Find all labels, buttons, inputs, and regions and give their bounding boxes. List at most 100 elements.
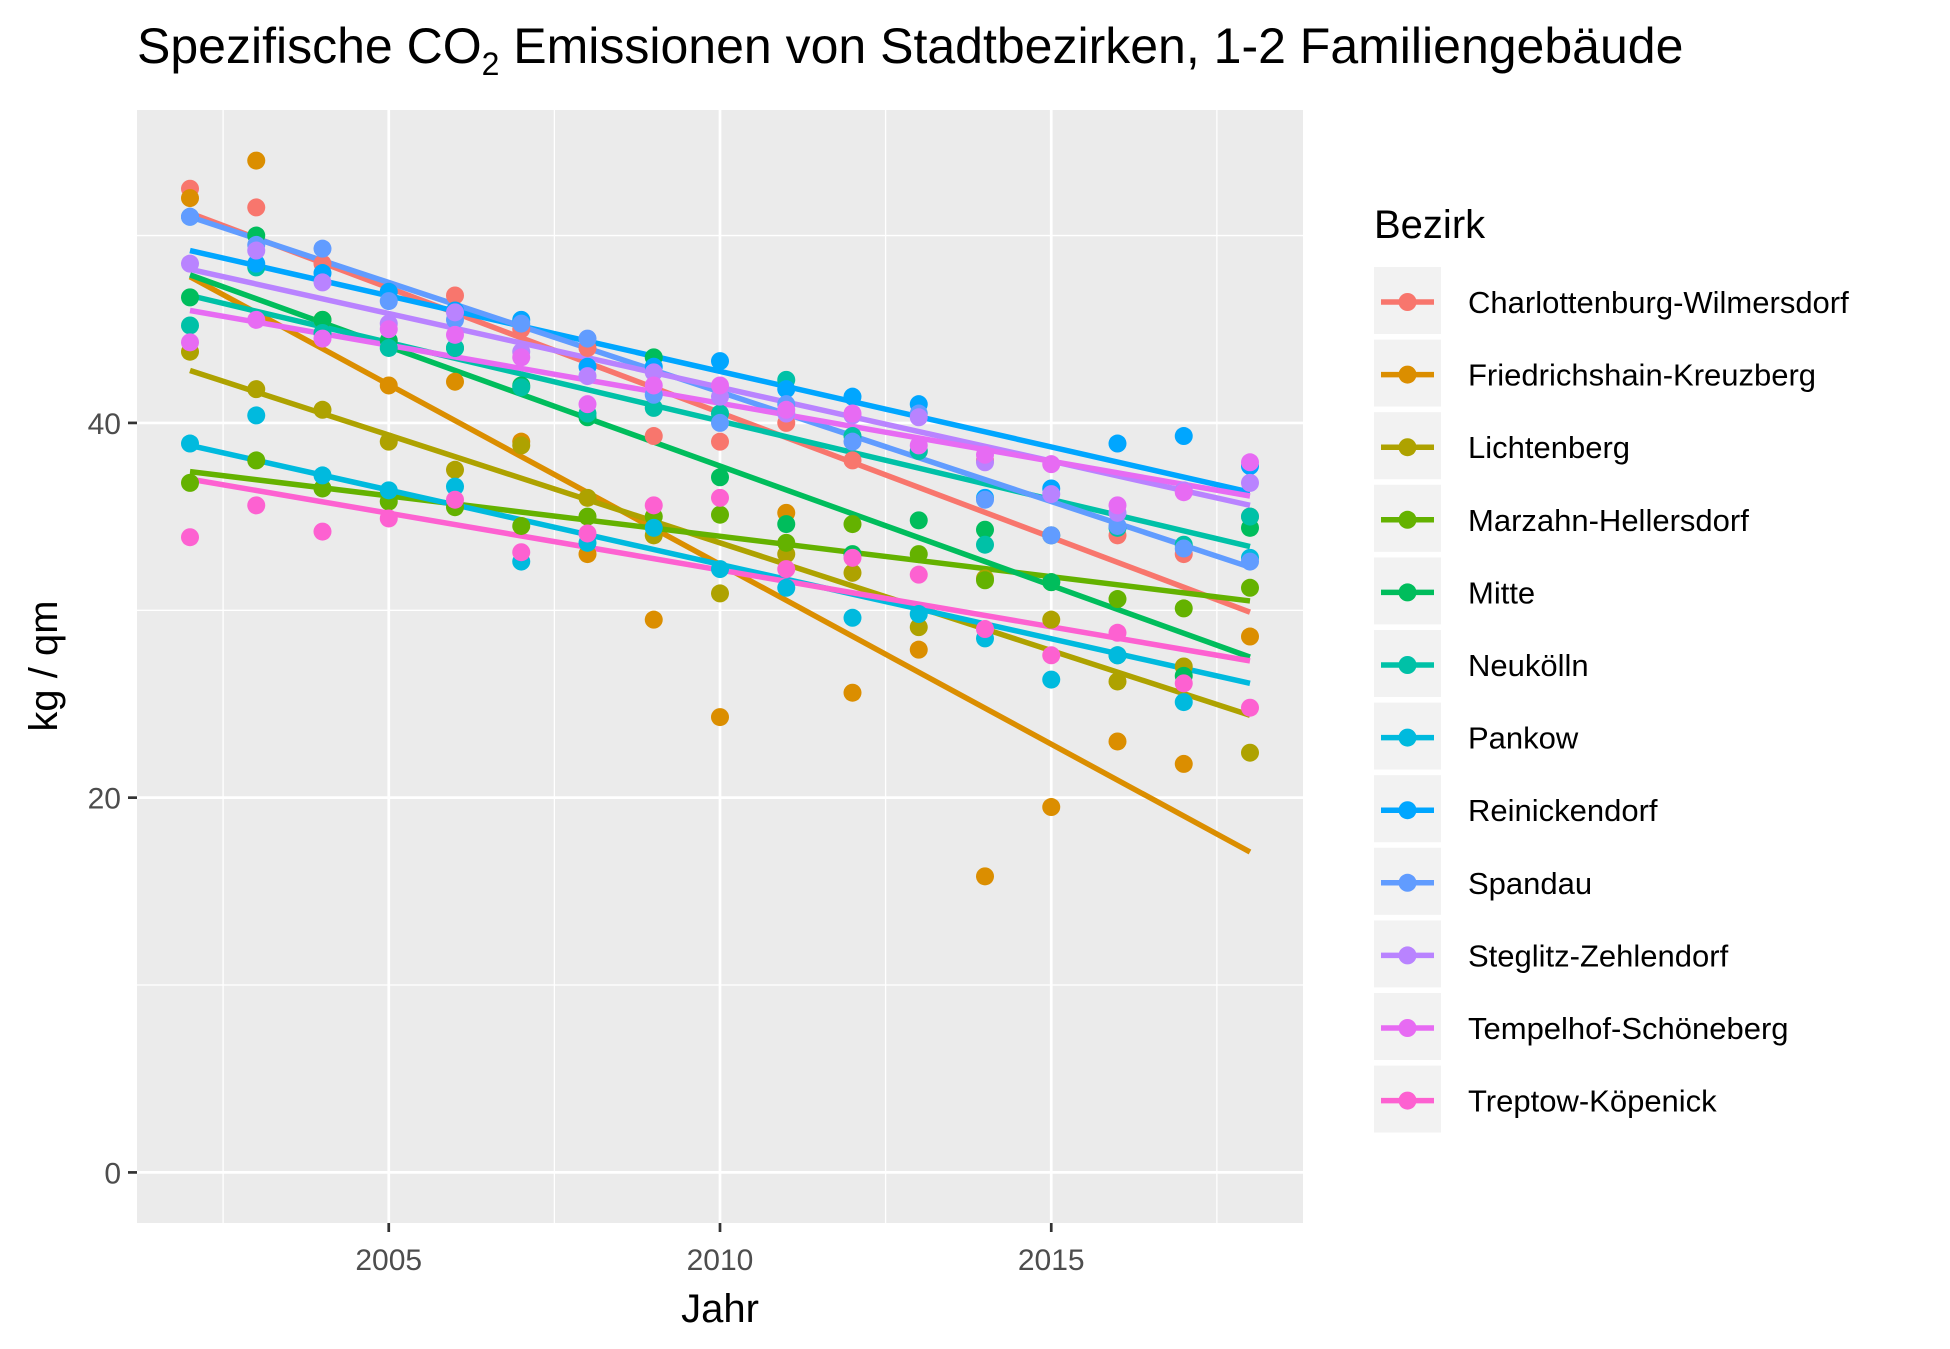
data-point [1108,732,1127,751]
legend-label: Lichtenberg [1468,430,1630,465]
data-point [379,292,398,311]
x-axis: 2005 2010 2015 [355,1223,1085,1277]
x-tick-label: 2010 [687,1244,754,1277]
data-point [247,241,266,260]
data-point [843,404,862,423]
legend-item: Charlottenburg-Wilmersdorf [1374,267,1849,334]
data-point [446,477,464,496]
data-point [247,406,266,425]
legend-key-point [1398,946,1417,965]
data-point [512,436,531,455]
data-point [1174,599,1193,618]
data-point [644,518,663,537]
data-point [644,363,663,382]
data-point [512,314,531,333]
legend-label: Treptow-Köpenick [1468,1084,1717,1119]
data-point [1108,590,1127,609]
data-point [843,563,862,582]
data-point [1241,507,1259,526]
data-point [1174,539,1193,558]
data-point [313,329,332,348]
legend-item: Reinickendorf [1374,775,1658,843]
x-tick-label: 2005 [355,1244,422,1277]
legend-label: Pankow [1468,721,1579,756]
data-point [247,254,266,273]
x-tick-label: 2015 [1018,1244,1085,1277]
legend-label: Neukölln [1468,648,1589,683]
legend-key-point [1398,873,1417,892]
data-point [777,533,796,552]
data-point [578,488,597,507]
legend-item: Lichtenberg [1374,412,1630,480]
legend-title: Bezirk [1374,203,1486,247]
data-point [711,352,729,371]
data-point [1241,627,1259,646]
data-point [909,436,928,455]
data-point [1042,485,1061,504]
data-point [711,376,729,395]
data-point [1108,672,1127,691]
data-point [247,310,266,329]
data-point [446,372,464,391]
data-point [644,376,663,395]
data-point [1042,646,1061,665]
legend-label: Friedrichshain-Kreuzberg [1468,358,1816,393]
data-point [512,543,531,562]
legend-key-point [1398,365,1417,384]
data-point [909,408,928,427]
data-point [976,571,994,590]
data-point [1241,698,1259,717]
legend-item: Tempelhof-Schöneberg [1374,993,1789,1060]
trend-line [189,367,1251,718]
data-point [446,490,464,509]
data-point [247,496,266,515]
data-point [711,560,729,579]
data-point [843,432,862,451]
data-point [1174,674,1193,693]
legend-label: Charlottenburg-Wilmersdorf [1468,285,1849,320]
data-point [711,505,729,524]
data-point [578,395,597,414]
y-axis-title: kg / qm [22,600,66,731]
data-point [976,445,994,464]
data-point [843,515,862,534]
legend-item: Neukölln [1374,630,1589,697]
legend-key-point [1398,438,1417,457]
data-point [1108,496,1127,515]
data-point [777,380,796,399]
data-point [1174,427,1193,446]
data-point [578,367,597,386]
data-point [1241,473,1259,492]
y-tick-label: 40 [88,408,121,441]
data-point [313,400,332,419]
data-point [578,507,597,526]
data-point [181,207,199,226]
legend-label: Steglitz-Zehlendorf [1468,938,1729,973]
data-point [313,522,332,541]
data-point [1042,573,1061,592]
data-point [1241,578,1259,597]
data-point [181,473,199,492]
data-point [578,329,597,348]
legend-key-point [1398,510,1417,529]
data-point [181,288,199,307]
data-point [181,316,199,335]
data-point [777,560,796,579]
data-point [1241,552,1259,571]
data-points [181,151,1259,886]
y-tick-label: 20 [88,783,121,816]
data-point [512,378,531,397]
data-point [711,432,729,451]
data-point [644,610,663,629]
data-point [711,488,729,507]
chart-title: Spezifische CO2 Emissionen von Stadtbezi… [137,18,1683,82]
legend-label: Marzahn-Hellersdorf [1468,503,1749,538]
legend-item: Mitte [1374,557,1535,625]
data-point [313,310,332,329]
data-point [247,151,266,170]
data-point [1241,453,1259,472]
data-point [181,189,199,208]
data-point [909,618,928,637]
data-point [843,608,862,627]
